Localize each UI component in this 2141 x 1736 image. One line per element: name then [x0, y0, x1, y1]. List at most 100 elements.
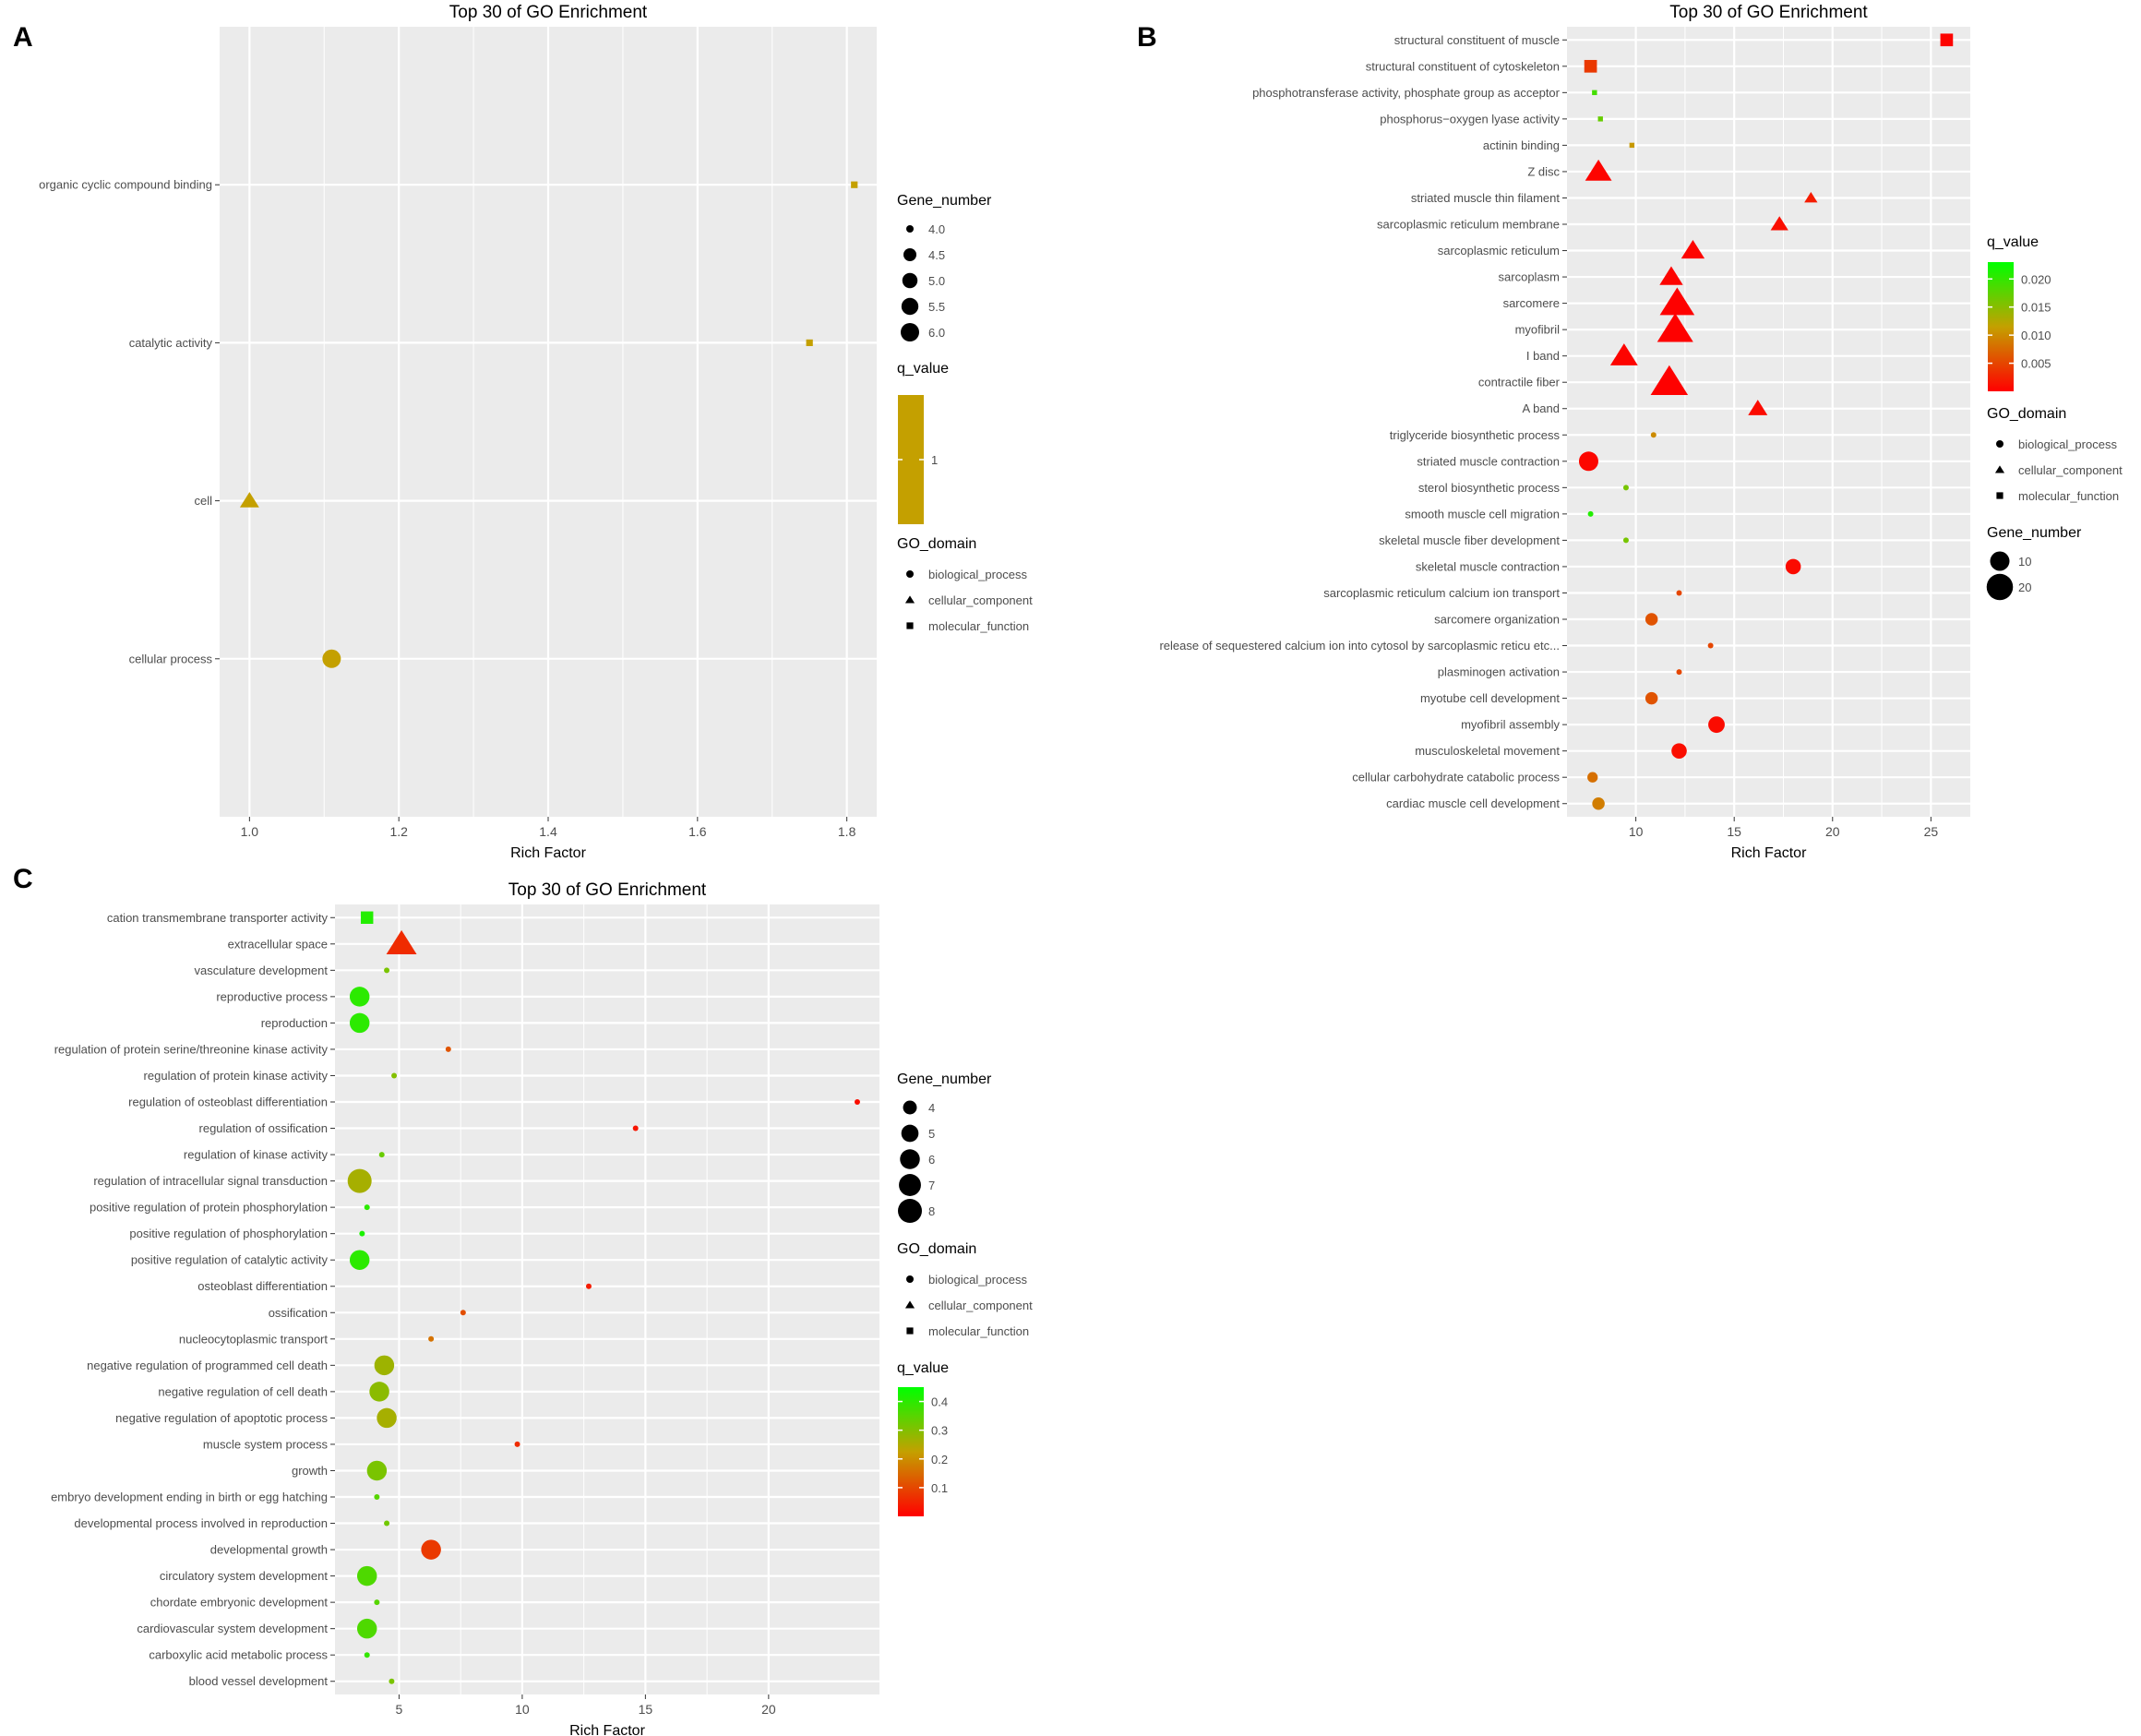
legend-title-color: q_value	[1987, 234, 2039, 250]
y-tick-label: phosphotransferase activity, phosphate g…	[1252, 86, 1561, 100]
y-tick-label: sarcomere organization	[1434, 613, 1560, 627]
data-point	[349, 1250, 370, 1270]
y-tick-label: structural constituent of cytoskeleton	[1366, 59, 1560, 73]
chart-title: Top 30 of GO Enrichment	[508, 880, 707, 900]
data-point	[1708, 716, 1725, 734]
y-tick-label: extracellular space	[228, 937, 328, 951]
y-tick-label: cardiac muscle cell development	[1386, 796, 1560, 810]
data-point	[359, 1230, 365, 1237]
y-tick-label: developmental process involved in reprod…	[74, 1516, 328, 1530]
data-point	[1587, 772, 1598, 783]
y-tick-label: regulation of kinase activity	[184, 1148, 329, 1162]
y-tick-label: cell	[194, 494, 212, 508]
y-tick-label: positive regulation of catalytic activit…	[131, 1253, 329, 1267]
legend-shape-label: biological_process	[928, 568, 1027, 581]
data-point	[360, 911, 374, 924]
data-point	[374, 1494, 380, 1500]
x-tick-label: 10	[1629, 824, 1644, 839]
data-point	[585, 1283, 592, 1289]
x-tick-label: 10	[515, 1702, 530, 1717]
y-tick-label: reproductive process	[216, 989, 328, 1003]
x-axis-label: Rich Factor	[569, 1723, 645, 1736]
legend-shape-key	[1994, 465, 2005, 473]
legend-color-label: 0.020	[2021, 272, 2051, 286]
data-point	[364, 1652, 370, 1658]
y-tick-label: smooth muscle cell migration	[1405, 507, 1560, 521]
y-tick-label: regulation of protein serine/threonine k…	[54, 1042, 329, 1056]
data-point	[322, 649, 341, 668]
legend-shape-label: biological_process	[928, 1273, 1027, 1287]
y-tick-label: muscle system process	[203, 1437, 329, 1451]
y-tick-label: contractile fiber	[1478, 376, 1561, 389]
legend-color-label: 1	[931, 453, 938, 467]
legend-shape-label: cellular_component	[928, 593, 1033, 607]
y-tick-label: embryo development ending in birth or eg…	[51, 1491, 328, 1504]
legend-size-key	[903, 1100, 917, 1115]
x-tick-label: 20	[1825, 824, 1840, 839]
data-point	[1681, 240, 1705, 259]
y-tick-label: circulatory system development	[160, 1569, 328, 1583]
y-tick-label: negative regulation of apoptotic process	[115, 1411, 328, 1425]
y-tick-label: blood vessel development	[189, 1674, 329, 1688]
legend-color-label: 0.010	[2021, 329, 2051, 342]
legend-size-key	[903, 248, 916, 261]
panel-label-a: A	[13, 22, 33, 53]
legend-size-key	[902, 272, 918, 289]
data-point	[369, 1382, 389, 1402]
x-tick-label: 1.8	[838, 824, 856, 839]
y-tick-label: I band	[1526, 349, 1560, 363]
y-tick-label: striated muscle contraction	[1417, 454, 1560, 468]
x-tick-label: 15	[1727, 824, 1741, 839]
data-point	[377, 1407, 397, 1429]
data-point	[1597, 116, 1603, 122]
y-tick-label: positive regulation of protein phosphory…	[90, 1201, 328, 1215]
data-point	[1676, 669, 1682, 676]
legend-shape-key	[1996, 492, 2003, 499]
panel-c-chart: C Top 30 of GO Enrichment 5 10 15 20 cation tr…	[13, 864, 1033, 1736]
data-point	[1592, 796, 1605, 810]
data-point	[1659, 266, 1683, 285]
data-point	[851, 181, 858, 188]
data-point	[1804, 191, 1818, 203]
data-point	[1657, 313, 1693, 342]
y-tick-label: sarcoplasmic reticulum	[1438, 244, 1560, 257]
legend-size-label: 5.5	[928, 300, 945, 314]
legend-size-label: 6.0	[928, 326, 945, 340]
data-point	[347, 1168, 372, 1193]
legend-shape-label: cellular_component	[2018, 463, 2123, 477]
y-tick-label: reproduction	[261, 1016, 328, 1030]
data-point	[374, 1355, 395, 1376]
y-tick-label: phosphorus−oxygen lyase activity	[1380, 112, 1560, 126]
y-tick-label: skeletal muscle fiber development	[1379, 533, 1560, 547]
x-tick-label: 5	[396, 1702, 403, 1717]
y-tick-label: skeletal muscle contraction	[1416, 559, 1560, 573]
data-point	[1940, 33, 1954, 47]
y-tick-label: sterol biosynthetic process	[1418, 481, 1561, 495]
legend-size-key	[900, 1149, 920, 1169]
legend-size-key	[901, 323, 919, 341]
data-point	[806, 339, 813, 346]
x-tick-label: 25	[1924, 824, 1939, 839]
data-point	[1645, 613, 1658, 626]
legend-size-label: 5	[928, 1127, 935, 1141]
legend-shape-key	[906, 570, 914, 578]
y-tick-label: sarcoplasmic reticulum membrane	[1377, 218, 1560, 232]
y-tick-label: nucleocytoplasmic transport	[179, 1332, 329, 1346]
data-point	[386, 929, 417, 955]
x-tick-label: 1.4	[539, 824, 557, 839]
data-point	[854, 1099, 860, 1105]
legend-size-label: 4.5	[928, 248, 945, 262]
legend-title-size: Gene_number	[1987, 525, 2082, 541]
y-tick-label: developmental growth	[210, 1543, 328, 1557]
y-tick-label: regulation of ossification	[199, 1121, 328, 1135]
x-tick-label: 1.2	[389, 824, 408, 839]
y-tick-label: structural constituent of muscle	[1394, 33, 1560, 47]
data-point	[445, 1046, 451, 1052]
legend-size-label: 4	[928, 1101, 935, 1115]
legend-size-key	[1990, 551, 2010, 571]
data-point	[1748, 400, 1768, 415]
y-tick-label: triglyceride biosynthetic process	[1390, 428, 1561, 442]
data-point	[391, 1072, 398, 1079]
y-tick-label: Z disc	[1527, 164, 1560, 178]
data-point	[364, 1204, 370, 1211]
